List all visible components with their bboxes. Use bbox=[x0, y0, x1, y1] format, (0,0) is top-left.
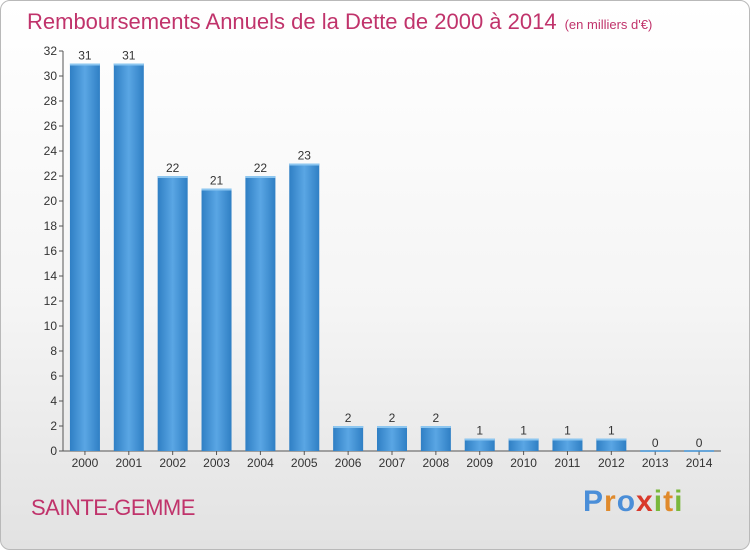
chart-unit: (en milliers d'€) bbox=[564, 17, 653, 32]
y-tick-label: 6 bbox=[50, 369, 57, 383]
data-label: 22 bbox=[166, 161, 180, 175]
y-tick-label: 28 bbox=[44, 94, 58, 108]
y-tick-label: 18 bbox=[44, 219, 58, 233]
bar bbox=[157, 176, 188, 451]
bar-highlight bbox=[420, 426, 451, 428]
x-tick-label: 2007 bbox=[379, 456, 406, 470]
y-tick-label: 4 bbox=[50, 394, 57, 408]
bar bbox=[464, 438, 495, 451]
data-label: 2 bbox=[433, 411, 440, 425]
bar-highlight bbox=[464, 438, 495, 441]
logo-letter: i bbox=[674, 485, 684, 518]
bar-highlight bbox=[377, 426, 407, 428]
bar bbox=[245, 176, 276, 451]
x-tick-label: 2012 bbox=[598, 456, 625, 470]
bar-highlight bbox=[552, 438, 583, 441]
data-label: 1 bbox=[476, 424, 483, 438]
x-tick-label: 2008 bbox=[423, 456, 450, 470]
y-tick-label: 12 bbox=[44, 294, 58, 308]
bar-highlight bbox=[508, 438, 539, 441]
proxiti-logo: Proxiti bbox=[583, 485, 683, 519]
bar-highlight bbox=[69, 63, 100, 66]
bar bbox=[596, 438, 627, 451]
bar bbox=[69, 63, 100, 451]
x-tick-label: 2001 bbox=[115, 456, 142, 470]
x-tick-label: 2009 bbox=[466, 456, 493, 470]
bar bbox=[113, 63, 144, 451]
y-tick-label: 8 bbox=[50, 344, 57, 358]
bar-highlight bbox=[201, 188, 232, 191]
y-tick-label: 32 bbox=[44, 44, 58, 58]
data-label: 2 bbox=[345, 411, 352, 425]
x-tick-label: 2004 bbox=[247, 456, 274, 470]
bar bbox=[289, 163, 320, 451]
y-tick-label: 20 bbox=[44, 194, 58, 208]
bar-highlight bbox=[333, 426, 364, 428]
data-label: 1 bbox=[564, 424, 571, 438]
x-tick-label: 2011 bbox=[555, 456, 581, 470]
y-tick-label: 14 bbox=[44, 269, 58, 283]
data-label: 0 bbox=[696, 436, 703, 450]
data-label: 21 bbox=[210, 174, 224, 188]
logo-letter: o bbox=[616, 485, 637, 518]
bar-highlight bbox=[157, 176, 188, 178]
bar bbox=[420, 426, 451, 451]
data-label: 1 bbox=[608, 424, 615, 438]
logo-letter: i bbox=[653, 485, 664, 518]
logo-letter: r bbox=[604, 485, 617, 518]
bar bbox=[508, 438, 539, 451]
y-tick-label: 2 bbox=[50, 419, 57, 433]
y-tick-label: 22 bbox=[44, 169, 58, 183]
data-label: 23 bbox=[298, 149, 312, 163]
data-label: 2 bbox=[389, 411, 396, 425]
data-label: 1 bbox=[520, 424, 527, 438]
y-tick-label: 16 bbox=[44, 244, 58, 258]
data-label: 0 bbox=[652, 436, 659, 450]
bar-highlight bbox=[289, 163, 320, 166]
chart-title-text: Remboursements Annuels de la Dette de 20… bbox=[27, 9, 557, 34]
x-tick-label: 2010 bbox=[510, 456, 537, 470]
x-tick-label: 2006 bbox=[335, 456, 362, 470]
commune-name: SAINTE-GEMME bbox=[31, 495, 195, 520]
x-tick-label: 2005 bbox=[291, 456, 318, 470]
data-label: 31 bbox=[122, 49, 136, 63]
x-tick-label: 2002 bbox=[159, 456, 186, 470]
logo-letter: P bbox=[583, 485, 605, 518]
data-label: 22 bbox=[254, 161, 268, 175]
logo-letter: x bbox=[636, 485, 654, 518]
bar bbox=[201, 188, 232, 451]
y-tick-label: 26 bbox=[44, 119, 58, 133]
bar bbox=[552, 438, 583, 451]
logo-letter: t bbox=[663, 485, 675, 518]
x-tick-label: 2000 bbox=[72, 456, 99, 470]
x-tick-label: 2014 bbox=[686, 456, 713, 470]
bar bbox=[333, 426, 364, 451]
bars bbox=[69, 63, 715, 452]
y-tick-label: 30 bbox=[44, 69, 58, 83]
y-tick-label: 24 bbox=[44, 144, 58, 158]
bar-highlight bbox=[596, 438, 627, 441]
bar-highlight bbox=[245, 176, 276, 178]
x-tick-label: 2003 bbox=[203, 456, 230, 470]
y-tick-label: 0 bbox=[50, 444, 57, 458]
chart-title: Remboursements Annuels de la Dette de 20… bbox=[27, 9, 652, 35]
bar-highlight bbox=[113, 63, 144, 66]
data-label: 31 bbox=[78, 49, 92, 63]
y-tick-label: 10 bbox=[44, 319, 58, 333]
x-tick-label: 2013 bbox=[642, 456, 669, 470]
bar bbox=[377, 426, 407, 451]
